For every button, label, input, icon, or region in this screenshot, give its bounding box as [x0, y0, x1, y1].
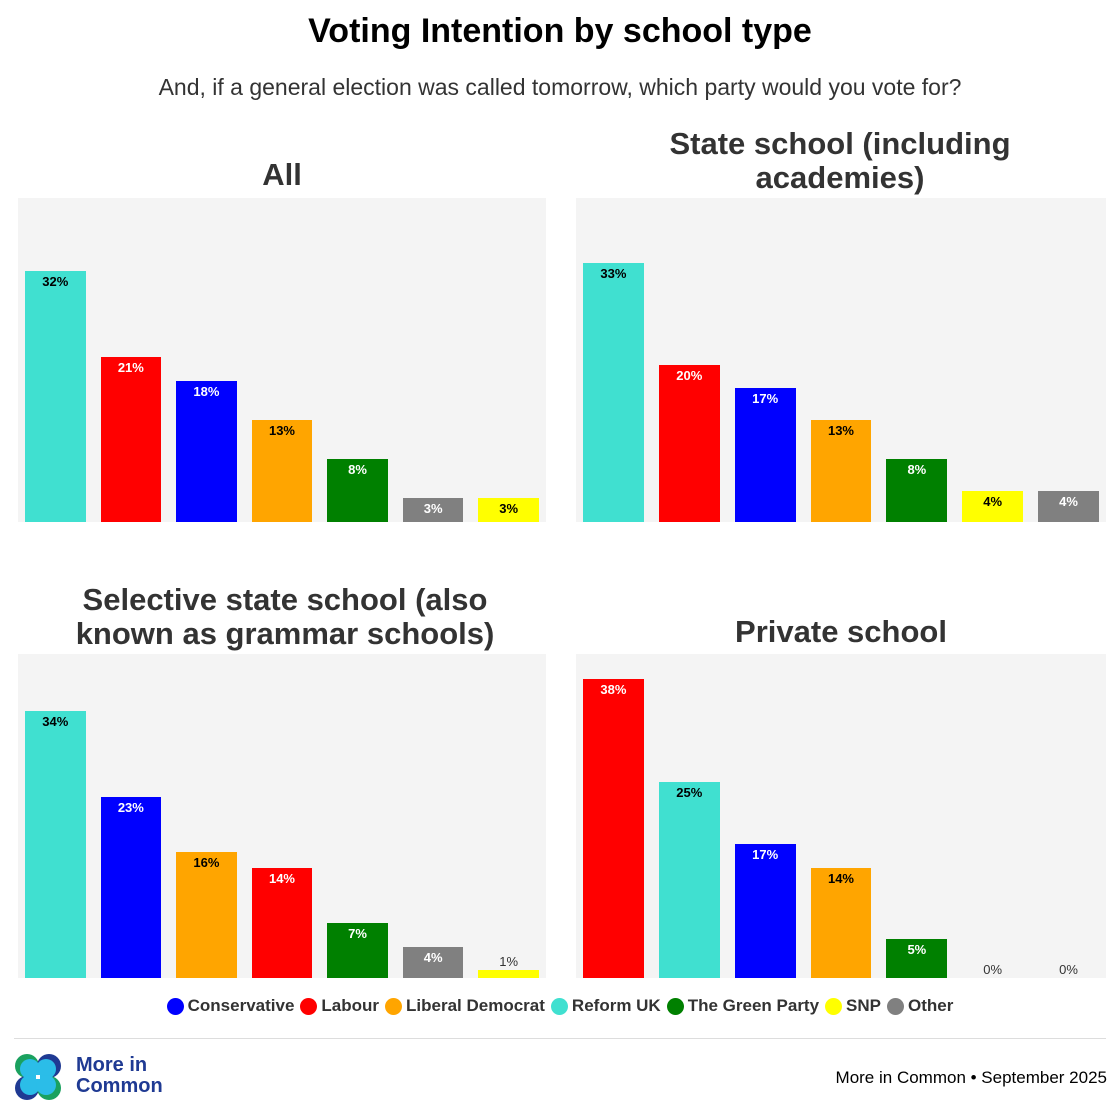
bar-value-label: 7%: [348, 926, 367, 942]
legend-label: The Green Party: [687, 996, 820, 1015]
legend-label: Other: [908, 996, 954, 1015]
plot-area-selective: 34% 23% 16% 14% 7% 4% 1%: [18, 654, 546, 978]
bar-value-label: 3%: [499, 501, 519, 517]
legend-item-other: Other: [887, 996, 953, 1016]
bar-the-green-party: 5%: [886, 938, 948, 978]
bar-other: 3%: [402, 498, 464, 522]
bar-value-label: 8%: [348, 462, 367, 478]
bar-value-label: 8%: [907, 462, 927, 478]
bar-snp: 3%: [478, 498, 539, 522]
bar-conservative: 23%: [100, 797, 162, 978]
legend: Conservative Labour Liberal Democrat Reform…: [0, 996, 1120, 1016]
bar-labour: 38%: [583, 679, 644, 978]
bar-value-label: 1%: [499, 954, 519, 970]
bar-reform-uk: 25%: [658, 781, 720, 978]
bar-other: 4%: [1038, 490, 1099, 522]
bar-liberal-democrat: 14%: [810, 868, 872, 978]
plot-area-state: 33% 20% 17% 13% 8% 4% 4%: [576, 198, 1106, 522]
bar-value-label: 23%: [117, 800, 144, 816]
source-credit: More in Common • September 2025: [835, 1068, 1107, 1087]
bar-value-label: 21%: [117, 360, 144, 376]
bar-value-label: 14%: [268, 871, 295, 887]
bar-value-label: 0%: [983, 962, 1003, 977]
bar-value-label: 0%: [1059, 962, 1078, 977]
bar-liberal-democrat: 16%: [176, 852, 237, 978]
legend-item-labour: Labour: [300, 996, 379, 1016]
legend-dot-icon: [550, 997, 568, 1015]
bar-value-label: 4%: [1059, 493, 1078, 509]
bar-value-label: 4%: [983, 493, 1003, 509]
bar-liberal-democrat: 13%: [810, 419, 872, 522]
legend-dot-icon: [825, 997, 843, 1015]
plot-area-private: 38% 25% 17% 14% 5% 0% 0%: [576, 654, 1106, 978]
legend-label: Reform UK: [571, 996, 661, 1015]
bar-value-label: 14%: [827, 871, 854, 887]
panel-title-selective: Selective state school (also known as gr…: [75, 582, 495, 651]
bar-value-label: 17%: [752, 847, 779, 863]
bar-value-label: 32%: [42, 273, 69, 289]
bar-value-label: 20%: [676, 367, 703, 383]
bar-conservative: 17%: [734, 388, 796, 522]
bar-reform-uk: 32%: [25, 270, 86, 522]
legend-dot-icon: [385, 997, 403, 1015]
legend-label: Liberal Democrat: [406, 996, 545, 1015]
bar-value-label: 4%: [423, 949, 443, 965]
plot-area-all: 32% 21% 18% 13% 8% 3% 3%: [18, 198, 546, 522]
bar-liberal-democrat: 13%: [251, 419, 313, 522]
legend-item-liberal-democrat: Liberal Democrat: [385, 996, 545, 1016]
bar-value-label: 25%: [676, 784, 703, 800]
footer-divider: [14, 1038, 1106, 1039]
logo-text-line2: Common: [76, 1075, 163, 1097]
bar-conservative: 18%: [176, 380, 237, 522]
bar-value-label: 18%: [193, 383, 220, 399]
bar-other: 4%: [402, 946, 464, 978]
bar-labour: 14%: [251, 868, 313, 978]
bar-reform-uk: 33%: [583, 262, 644, 522]
bar-snp: 1%: [478, 954, 539, 978]
legend-dot-icon: [166, 997, 184, 1015]
bar-value-label: 34%: [42, 713, 69, 729]
chart-subtitle: And, if a general election was called to…: [158, 74, 962, 100]
panel-title-all: All: [262, 157, 302, 192]
bar-labour: 21%: [100, 357, 162, 522]
bar-value-label: 38%: [600, 682, 627, 698]
legend-item-reform-uk: Reform UK: [550, 996, 661, 1016]
bar-value-label: 5%: [907, 941, 927, 957]
legend-label: Conservative: [187, 996, 295, 1015]
legend-label: Labour: [321, 996, 380, 1015]
bar-reform-uk: 34%: [25, 710, 86, 978]
bar-value-label: 16%: [193, 855, 220, 871]
bar-value-label: 13%: [827, 422, 854, 438]
bar-value-label: 3%: [423, 501, 443, 517]
bar-the-green-party: 8%: [327, 459, 388, 522]
logo-text: More in Common: [76, 1055, 163, 1097]
legend-item-snp: SNP: [825, 996, 881, 1016]
panel-title-private: Private school: [735, 614, 947, 649]
bar-value-label: 17%: [752, 391, 779, 407]
bar-conservative: 17%: [734, 844, 796, 978]
legend-item-conservative: Conservative: [166, 996, 295, 1016]
logo-text-line1: More in: [76, 1054, 148, 1076]
bar-value-label: 33%: [600, 265, 627, 281]
bar-the-green-party: 8%: [886, 459, 948, 522]
more-in-common-logo-icon: [15, 1054, 61, 1100]
bar-the-green-party: 7%: [327, 923, 388, 978]
bar-value-label: 13%: [268, 422, 295, 438]
panel-title-state: State school (including academies): [669, 126, 1011, 195]
legend-dot-icon: [887, 997, 905, 1015]
legend-dot-icon: [300, 997, 318, 1015]
bar-labour: 20%: [658, 364, 720, 522]
legend-label: SNP: [846, 996, 882, 1015]
bar-snp: 4%: [962, 490, 1024, 522]
legend-item-the-green-party: The Green Party: [666, 996, 820, 1016]
legend-dot-icon: [666, 997, 684, 1015]
chart-title: Voting Intention by school type: [308, 12, 812, 50]
